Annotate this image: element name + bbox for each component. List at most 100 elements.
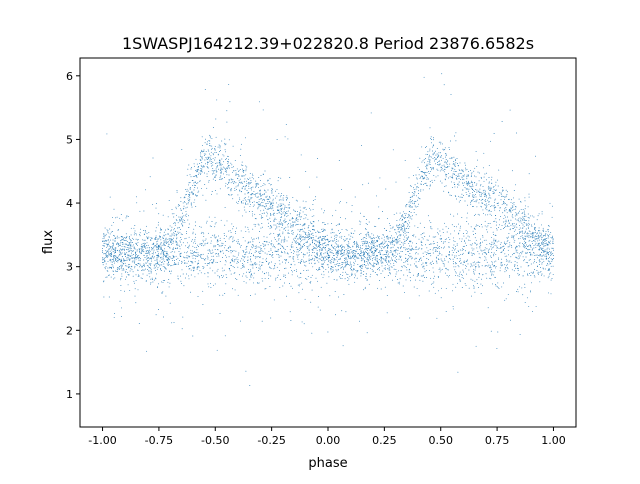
data-point (266, 211, 268, 213)
data-point (260, 195, 262, 197)
data-point (493, 192, 495, 194)
data-point (155, 267, 157, 269)
data-point (307, 269, 309, 271)
data-point (186, 252, 188, 254)
data-point (302, 230, 304, 232)
data-point (280, 210, 282, 212)
data-point (321, 265, 323, 267)
data-point (248, 183, 250, 185)
data-point (475, 345, 477, 347)
data-point (486, 179, 487, 181)
data-point (189, 268, 191, 270)
data-point (542, 267, 544, 269)
data-point (266, 215, 268, 217)
data-point (354, 250, 356, 252)
data-point (231, 164, 233, 166)
data-point (119, 252, 121, 254)
data-point (326, 258, 328, 260)
data-point (493, 133, 495, 134)
data-point (356, 246, 358, 248)
data-point (150, 283, 151, 285)
data-point (399, 229, 401, 231)
data-point (303, 253, 304, 255)
data-point (430, 283, 432, 285)
data-point (249, 251, 250, 253)
data-point (219, 164, 221, 166)
data-point (224, 138, 226, 140)
data-point (378, 217, 380, 219)
data-point (249, 279, 251, 281)
data-point (434, 275, 436, 277)
data-point (356, 258, 358, 260)
data-point (490, 179, 492, 181)
data-point (409, 245, 411, 247)
data-point (410, 216, 412, 218)
data-point (535, 238, 536, 240)
data-point (113, 208, 115, 210)
data-point (550, 263, 552, 264)
data-point (335, 243, 337, 245)
data-point (308, 248, 310, 250)
data-point (342, 245, 344, 247)
data-point (418, 193, 419, 194)
data-point (196, 266, 198, 268)
data-point (354, 242, 356, 244)
data-point (524, 212, 526, 214)
data-point (327, 264, 329, 266)
data-point (189, 265, 191, 266)
data-point (366, 332, 368, 334)
data-point (153, 249, 155, 251)
data-point (166, 241, 168, 243)
data-point (374, 262, 375, 264)
data-point (422, 266, 424, 268)
data-point (126, 252, 128, 254)
data-point (128, 267, 130, 268)
data-point (551, 261, 553, 263)
data-point (493, 201, 495, 203)
data-point (468, 194, 470, 196)
data-point (319, 250, 321, 252)
data-point (186, 255, 188, 257)
data-point (272, 246, 274, 248)
data-point (139, 235, 141, 237)
data-point (310, 221, 312, 223)
data-point (258, 201, 260, 203)
data-point (341, 266, 342, 268)
data-point (192, 267, 194, 269)
data-point (176, 191, 178, 193)
data-point (531, 249, 533, 251)
data-point (426, 168, 428, 170)
data-point (109, 254, 111, 256)
data-point (228, 181, 230, 183)
data-point (369, 236, 371, 238)
data-point (264, 190, 266, 192)
data-point (550, 265, 552, 267)
data-point (301, 245, 303, 247)
data-point (102, 264, 104, 266)
data-point (420, 240, 422, 242)
data-point (365, 235, 367, 237)
data-point (163, 263, 165, 265)
data-point (192, 257, 194, 259)
data-point (114, 270, 116, 272)
data-point (497, 331, 499, 333)
data-point (436, 153, 438, 155)
data-point (346, 229, 348, 231)
data-point (274, 197, 276, 199)
data-point (258, 267, 260, 269)
data-point (490, 267, 492, 269)
data-point (459, 238, 461, 240)
data-point (357, 270, 358, 272)
data-point (497, 282, 499, 284)
data-point (545, 231, 547, 233)
data-point (391, 266, 393, 268)
data-point (363, 250, 365, 252)
data-point (322, 276, 324, 278)
data-point (150, 272, 152, 274)
data-point (416, 177, 418, 179)
data-point (425, 153, 427, 155)
data-point (128, 250, 130, 252)
data-point (131, 261, 133, 263)
data-point (157, 287, 159, 289)
data-point (264, 252, 266, 254)
